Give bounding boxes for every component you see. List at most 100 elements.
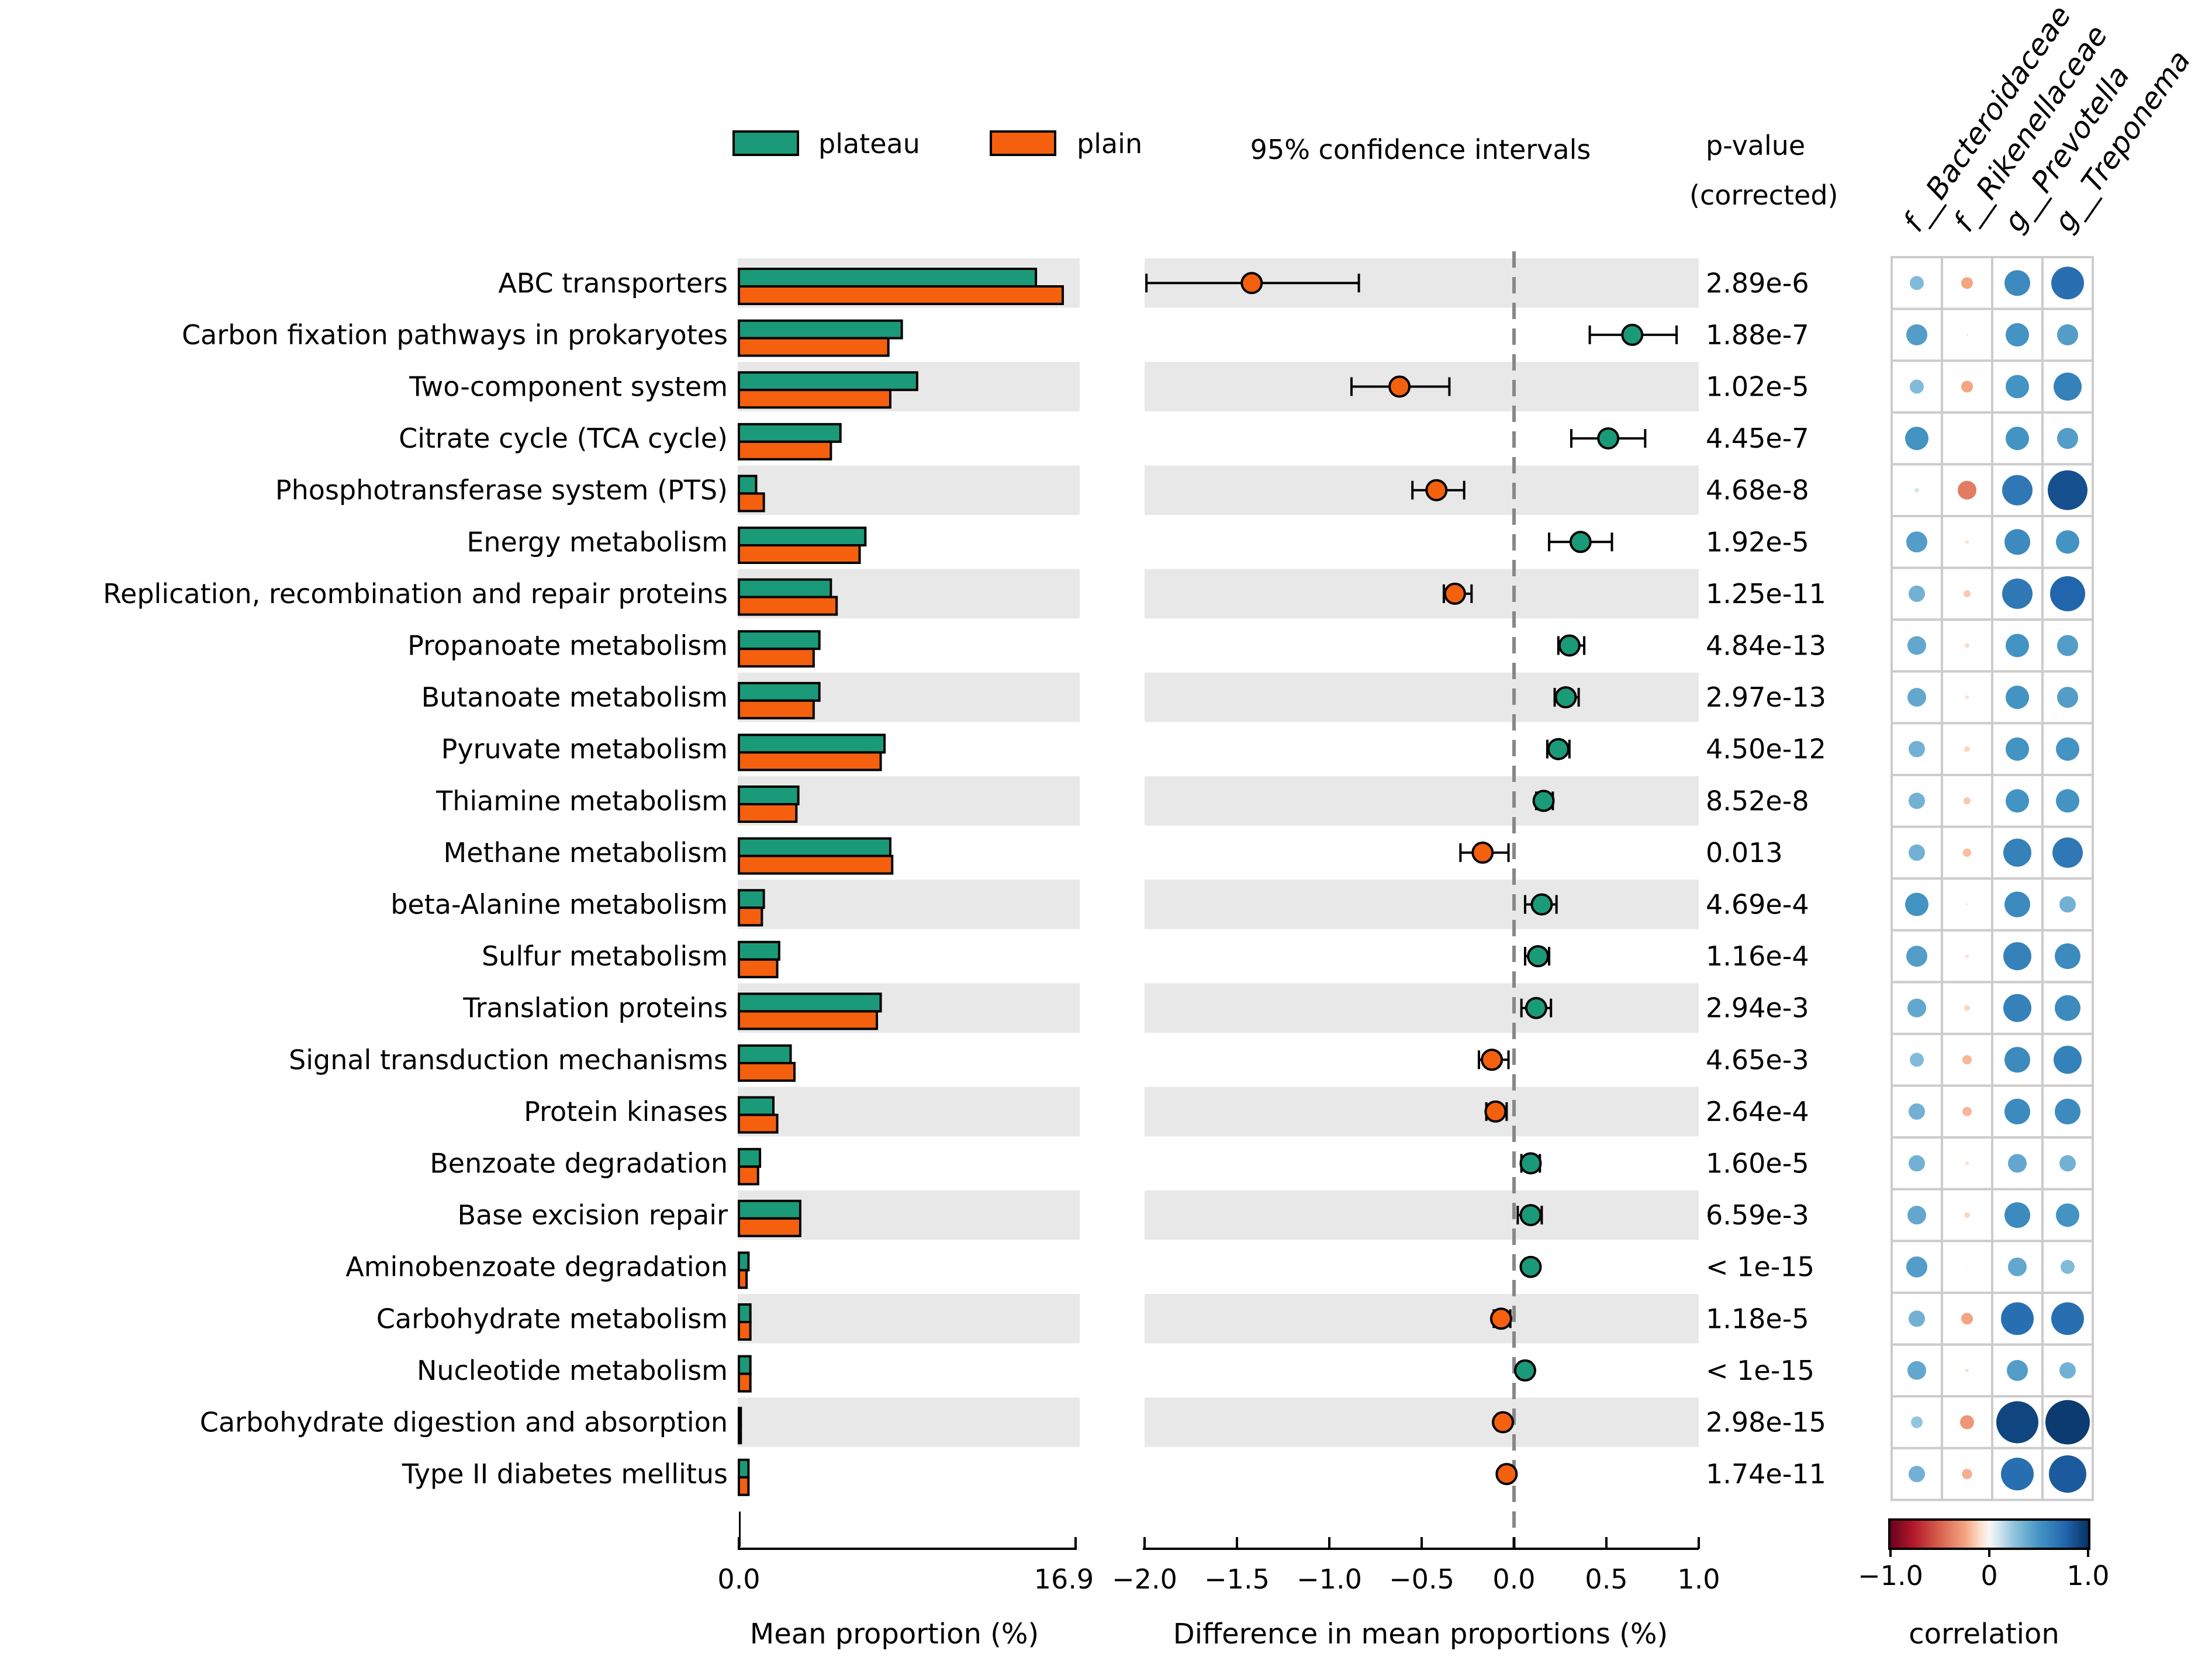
ci-point: [1492, 1411, 1515, 1434]
ci-x-axis-label: Difference in mean proportions (%): [1173, 1618, 1668, 1650]
bar-trailing: [739, 1511, 741, 1547]
heatmap-bubble: [1961, 380, 1973, 393]
ci-point: [1597, 427, 1620, 450]
heatmap-bubble: [2001, 1458, 2034, 1491]
heatmap-bubble: [1909, 1155, 1925, 1172]
heatmap-bubble: [1907, 688, 1926, 707]
ci-x-tick-label: 0.5: [1585, 1563, 1627, 1595]
heatmap-bubble: [2051, 1302, 2084, 1335]
bar-row-stripe: [738, 1397, 1080, 1447]
bar-plain: [738, 854, 894, 875]
bar-plateau: [738, 1148, 762, 1168]
ci-point: [1530, 893, 1553, 916]
ci-point: [1425, 479, 1448, 501]
bar-row-stripe: [738, 880, 1080, 929]
colorbar-tick-label-0: −1.0: [1858, 1560, 1923, 1591]
ci-point: [1527, 945, 1550, 968]
ci-x-tick-label: −1.0: [1297, 1563, 1362, 1595]
bar-plateau: [738, 1044, 792, 1064]
pvalue-text: 1.88e-7: [1706, 319, 1809, 351]
ci-point: [1519, 1255, 1542, 1278]
heatmap-bubble: [1907, 998, 1926, 1018]
pvalue-text: 1.02e-5: [1706, 371, 1809, 403]
category-label: Base excision repair: [457, 1199, 728, 1231]
category-label: Two-component system: [409, 371, 728, 403]
category-label: Carbohydrate digestion and absorption: [200, 1407, 728, 1438]
ci-point: [1495, 1463, 1518, 1486]
pvalue-text: 2.64e-4: [1706, 1096, 1809, 1127]
bar-plateau: [738, 319, 903, 340]
heatmap-bubble: [1964, 1212, 1970, 1218]
heatmap-bubble: [1906, 531, 1927, 553]
pvalue-text: 4.68e-8: [1706, 475, 1809, 506]
heatmap-bubble: [1907, 1361, 1926, 1380]
bar-plateau: [738, 1251, 750, 1272]
heatmap-bubble: [2002, 475, 2033, 506]
heatmap-bubble: [2055, 943, 2080, 970]
heatmap-bubble: [1962, 1055, 1972, 1065]
pvalue-text: 2.98e-15: [1706, 1407, 1826, 1438]
heatmap-bubble: [2057, 428, 2078, 449]
heatmap-bubble: [2006, 789, 2029, 813]
pvalue-text: 2.97e-13: [1706, 681, 1826, 713]
bar-plateau: [738, 1355, 752, 1375]
category-label: Aminobenzoate degradation: [345, 1251, 728, 1283]
heatmap-bubble: [2003, 838, 2031, 867]
heatmap-bubble: [2004, 529, 2030, 555]
colorbar-label: correlation: [1909, 1618, 2059, 1650]
bar-x-tick-label-1: 16.9: [1034, 1563, 1094, 1595]
legend-swatch-plain: [990, 130, 1056, 156]
ci-row-stripe: [1145, 776, 1699, 826]
bar-plain: [738, 1113, 779, 1134]
heatmap-bubble: [1906, 324, 1927, 345]
bar-plain: [738, 1062, 796, 1082]
pvalue-text: < 1e-15: [1706, 1251, 1814, 1283]
category-label: beta-Alanine metabolism: [390, 889, 728, 920]
ci-x-tick-label: 1.0: [1677, 1563, 1720, 1595]
bar-plain: [738, 1321, 752, 1341]
pvalue-text: 4.45e-7: [1706, 423, 1809, 454]
heatmap-bubble: [1966, 903, 1968, 906]
bar-plateau: [738, 1458, 750, 1479]
heatmap-bubble: [2006, 427, 2029, 451]
bar-plateau: [738, 837, 891, 857]
pvalue-text: 1.16e-4: [1706, 940, 1809, 972]
bar-plateau: [738, 423, 842, 443]
heatmap-bubble: [1964, 1005, 1970, 1011]
bar-plateau: [738, 371, 918, 392]
bar-plain: [738, 699, 815, 719]
heatmap-bubble: [2006, 634, 2029, 657]
heatmap-bubble: [1958, 480, 1976, 500]
heatmap-bubble: [1961, 277, 1973, 289]
heatmap-bubble: [1965, 540, 1969, 544]
heatmap-bubble: [2056, 737, 2079, 761]
heatmap-bubble: [2049, 1455, 2086, 1493]
pvalue-header-line1: p-value: [1706, 130, 1805, 161]
ci-row-stripe: [1145, 1294, 1699, 1344]
category-label: Signal transduction mechanisms: [289, 1044, 728, 1075]
heatmap-bubble: [2004, 270, 2030, 296]
ci-point: [1525, 996, 1547, 1019]
heatmap-bubble: [1906, 946, 1927, 967]
ci-point: [1489, 1307, 1512, 1330]
heatmap-bubble: [2059, 1362, 2076, 1379]
bar-plain: [738, 803, 798, 823]
heatmap-bubble: [1966, 333, 1968, 336]
bar-plain: [738, 440, 832, 461]
ci-row-stripe: [1145, 1190, 1699, 1240]
heatmap-bubble: [2057, 635, 2078, 656]
heatmap-bubble: [2051, 267, 2084, 300]
pvalue-text: 2.89e-6: [1706, 267, 1809, 299]
heatmap-bubble: [2008, 1154, 2027, 1173]
heatmap-bubble: [2061, 1259, 2075, 1274]
category-label: Benzoate degradation: [430, 1148, 728, 1179]
bar-plain: [738, 389, 891, 409]
pvalue-text: 1.74e-11: [1706, 1458, 1826, 1490]
heatmap-bubble: [2003, 994, 2031, 1022]
heatmap-bubble: [2059, 896, 2076, 913]
heatmap-bubble: [2006, 375, 2029, 399]
heatmap-bubble: [1909, 793, 1925, 809]
heatmap-bubble: [2052, 837, 2083, 868]
bar-plain: [738, 1269, 748, 1289]
ci-point: [1554, 686, 1577, 709]
